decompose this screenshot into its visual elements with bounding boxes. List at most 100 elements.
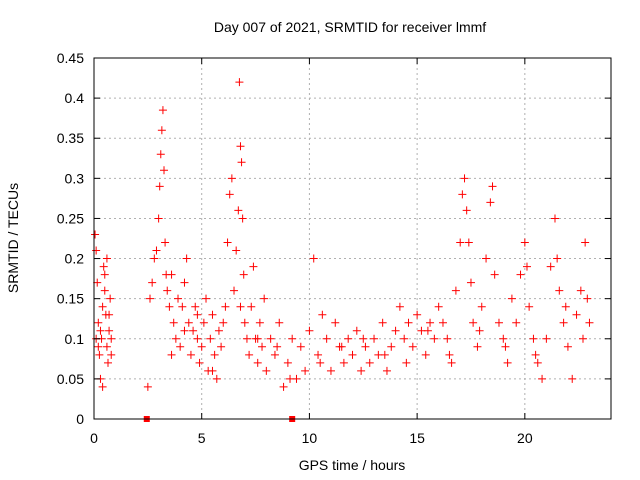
data-point	[423, 326, 432, 335]
data-point	[503, 358, 512, 367]
data-point	[232, 246, 241, 255]
data-point	[581, 238, 590, 247]
data-point	[236, 302, 245, 311]
data-point	[309, 254, 318, 263]
data-point	[382, 366, 391, 375]
data-point	[182, 254, 191, 263]
data-point	[91, 230, 100, 239]
data-point	[214, 326, 223, 335]
data-point	[296, 342, 305, 351]
data-point	[150, 254, 159, 263]
data-point	[447, 358, 456, 367]
data-point	[245, 350, 254, 359]
data-point	[236, 142, 245, 151]
data-point	[553, 254, 562, 263]
data-point	[266, 334, 275, 343]
data-point	[258, 342, 267, 351]
data-point	[568, 374, 577, 383]
data-point	[473, 342, 482, 351]
data-point	[559, 318, 568, 327]
data-point	[193, 310, 202, 319]
data-point	[167, 350, 176, 359]
data-point	[167, 270, 176, 279]
data-point	[550, 214, 559, 223]
data-point	[255, 318, 264, 327]
data-point	[404, 318, 413, 327]
data-point	[283, 358, 292, 367]
data-point	[273, 342, 282, 351]
data-point	[563, 342, 572, 351]
data-point	[365, 358, 374, 367]
data-point	[160, 166, 169, 175]
data-point	[445, 350, 454, 359]
y-tick-label: 0.35	[57, 130, 84, 146]
data-point	[572, 310, 581, 319]
data-point	[239, 270, 248, 279]
data-point	[538, 374, 547, 383]
data-point	[156, 150, 165, 159]
data-point	[234, 206, 243, 215]
data-point	[326, 366, 335, 375]
data-point	[96, 326, 105, 335]
data-point	[512, 318, 521, 327]
data-point	[197, 342, 206, 351]
data-point	[359, 334, 368, 343]
y-tick-label: 0.1	[65, 331, 85, 347]
data-point	[92, 246, 101, 255]
data-point	[235, 78, 244, 87]
data-point	[482, 254, 491, 263]
data-point	[152, 246, 161, 255]
data-point	[143, 382, 152, 391]
data-point	[533, 358, 542, 367]
data-point	[94, 318, 103, 327]
data-point	[499, 334, 508, 343]
data-point	[501, 342, 510, 351]
grid	[94, 58, 611, 419]
data-point	[301, 366, 310, 375]
data-point	[352, 326, 361, 335]
data-point	[199, 318, 208, 327]
y-tick-label: 0.3	[65, 170, 85, 186]
data-point	[148, 278, 157, 287]
data-point	[161, 238, 170, 247]
data-point	[331, 318, 340, 327]
data-point	[486, 198, 495, 207]
data-point	[583, 294, 592, 303]
data-point	[157, 126, 166, 135]
y-tick-label: 0.2	[65, 251, 85, 267]
chart-title: Day 007 of 2021, SRMTID for receiver lmm…	[214, 19, 486, 35]
data-point	[176, 342, 185, 351]
data-point	[253, 358, 262, 367]
data-point	[174, 294, 183, 303]
data-point	[107, 350, 116, 359]
data-point	[100, 270, 109, 279]
data-point	[494, 318, 503, 327]
data-point	[339, 358, 348, 367]
data-point	[408, 342, 417, 351]
data-point	[98, 302, 107, 311]
data-point	[189, 326, 198, 335]
data-point	[542, 334, 551, 343]
data-point	[178, 302, 187, 311]
data-point	[180, 326, 189, 335]
data-point	[344, 334, 353, 343]
data-point	[516, 270, 525, 279]
data-point	[361, 342, 370, 351]
data-point	[443, 334, 452, 343]
data-point	[100, 286, 109, 295]
data-point	[387, 342, 396, 351]
data-point	[531, 350, 540, 359]
data-point	[210, 350, 219, 359]
data-point	[507, 294, 516, 303]
data-point	[270, 350, 279, 359]
data-point	[158, 106, 167, 115]
data-point	[163, 286, 172, 295]
data-point	[223, 238, 232, 247]
data-point	[578, 334, 587, 343]
data-point	[225, 190, 234, 199]
data-point	[249, 262, 258, 271]
data-point	[237, 158, 246, 167]
data-point	[400, 334, 409, 343]
data-point	[475, 326, 484, 335]
x-tick-label: 10	[302, 430, 318, 446]
